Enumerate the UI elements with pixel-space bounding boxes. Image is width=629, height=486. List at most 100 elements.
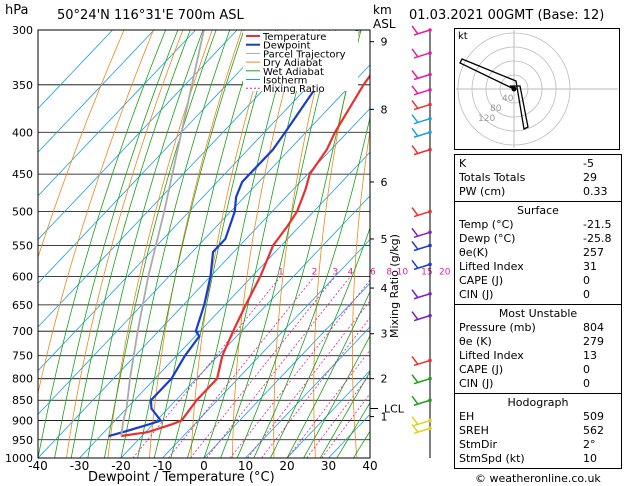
surface-row-label: θe(K) <box>459 246 489 259</box>
km-tick-label: 5 <box>381 233 388 246</box>
tt-label: Totals Totals <box>459 171 526 184</box>
x-tick-label: -10 <box>153 459 173 473</box>
wet-adiabat-line <box>220 30 336 458</box>
mixing-ratio-line <box>190 276 336 458</box>
hpa-label: hPa <box>5 3 29 18</box>
km-tick-label: 4 <box>381 282 388 295</box>
wind-barb-flag <box>411 241 419 250</box>
wind-barb <box>413 103 431 111</box>
wind-barb <box>413 131 431 138</box>
wet-adiabat-line <box>253 115 370 458</box>
wind-barb <box>413 148 431 156</box>
wind-barb-flag <box>411 145 419 155</box>
wind-barb <box>413 73 431 81</box>
plot-frame <box>37 29 371 459</box>
wind-barb <box>413 29 431 36</box>
y-tick-label: 500 <box>12 206 33 219</box>
wind-barb-flag <box>411 127 419 137</box>
hodograph-row-value: 562 <box>583 424 604 437</box>
x-axis-label: Dewpoint / Temperature (°C) <box>88 470 275 485</box>
y-tick-label: 900 <box>12 415 33 428</box>
mixing-ratio-label: 2 <box>312 267 318 277</box>
surface-row-label: CAPE (J) <box>459 274 504 287</box>
wet-adiabat-line <box>38 30 166 458</box>
dry-adiabat-line <box>149 30 243 458</box>
hodograph-row-value: 2° <box>583 438 596 451</box>
wind-barb <box>413 427 431 435</box>
wind-barb-flag <box>411 227 419 237</box>
isotherm-line <box>38 30 238 241</box>
legend-entry: Dry Adiabat <box>263 58 322 69</box>
surface-title: Surface <box>517 204 559 217</box>
wind-barb-flag <box>411 259 419 269</box>
wet-adiabat-line <box>54 30 179 458</box>
asl-label: ASL <box>373 17 396 31</box>
mixing-ratio-label: 10 <box>397 267 409 277</box>
hodograph-ring-label: 120 <box>478 114 495 124</box>
indices-panel: K -5 Totals Totals 29 PW (cm) 0.33 <box>454 154 622 202</box>
dry-adiabat-line <box>107 30 213 458</box>
unstable-row-value: 0 <box>583 363 590 376</box>
unstable-row-label: Pressure (mb) <box>459 321 536 334</box>
wind-barb-dot <box>428 147 432 152</box>
wind-barb-flag <box>411 100 419 110</box>
x-tick-label: 10 <box>238 459 253 473</box>
hodograph-ring-label: 40 <box>502 94 514 104</box>
surface-row-label: CIN (J) <box>459 288 494 301</box>
legend-entry: Parcel Trajectory <box>263 49 346 60</box>
mixing-ratio-label: 6 <box>370 267 376 277</box>
y-tick-label: 550 <box>12 239 33 252</box>
unstable-row-value: 279 <box>583 335 604 348</box>
wind-barbs <box>411 25 432 458</box>
wind-barb-flag <box>411 374 419 384</box>
wind-barb <box>413 419 431 427</box>
mixing-ratio-line <box>206 276 351 458</box>
wind-barb-dot <box>428 426 432 431</box>
lcl-label: LCL <box>384 402 405 415</box>
mixing-ratio-label: 3 <box>332 267 338 277</box>
wind-barb-flag <box>411 48 419 58</box>
x-tick-label: 40 <box>362 459 377 473</box>
mixing-ratio-label: 4 <box>348 267 354 277</box>
y-tick-label: 650 <box>12 299 33 312</box>
wet-adiabat-line <box>170 30 276 458</box>
wind-barb-dot <box>428 130 432 135</box>
wet-adiabat-line <box>336 402 370 458</box>
isotherm-line <box>38 30 362 372</box>
wind-barb-flag <box>411 114 419 124</box>
wet-adiabat-line <box>120 30 231 458</box>
y-tick-label: 600 <box>12 270 33 283</box>
parcel-trajectory-line <box>120 30 205 437</box>
dry-adiabat-line <box>352 128 370 458</box>
y-tick-label: 300 <box>12 24 33 37</box>
y-tick-label: 400 <box>12 126 33 139</box>
hodograph-row-value: 509 <box>583 410 604 423</box>
y-tick-label: 750 <box>12 350 33 363</box>
wind-barb-dot <box>428 313 432 318</box>
wind-barb-flag <box>411 355 419 365</box>
wind-barb-dot <box>428 358 432 363</box>
wind-barb-flag <box>411 25 419 35</box>
surface-row-value: 0 <box>583 274 590 287</box>
wet-adiabat-line <box>236 30 362 458</box>
dry-adiabat-line <box>313 30 360 458</box>
y-tick-label: 950 <box>12 434 33 447</box>
isotherm-line <box>38 30 321 328</box>
isotherm-line <box>38 30 155 153</box>
surface-row-value: 257 <box>583 246 604 259</box>
km-tick-label: 2 <box>381 373 388 386</box>
run-datetime: 01.03.2021 00GMT (Base: 12) <box>409 8 605 23</box>
hodograph-unit: kt <box>458 31 468 42</box>
y-tick-label: 800 <box>12 373 33 386</box>
hodograph-row-value: 10 <box>583 452 597 465</box>
surface-row-label: Temp (°C) <box>459 218 514 231</box>
unstable-row-label: θe (K) <box>459 335 492 348</box>
legend-bg <box>243 31 358 91</box>
wind-barb-dot <box>428 51 432 55</box>
surface-panel: Surface Temp (°C) -21.5 Dewp (°C) -25.8 θe(K… <box>454 201 622 305</box>
wind-barb-flag <box>411 423 419 433</box>
unstable-row-value: 13 <box>583 349 597 362</box>
isotherm-line <box>245 326 370 458</box>
km-tick-label: 1 <box>381 411 388 424</box>
